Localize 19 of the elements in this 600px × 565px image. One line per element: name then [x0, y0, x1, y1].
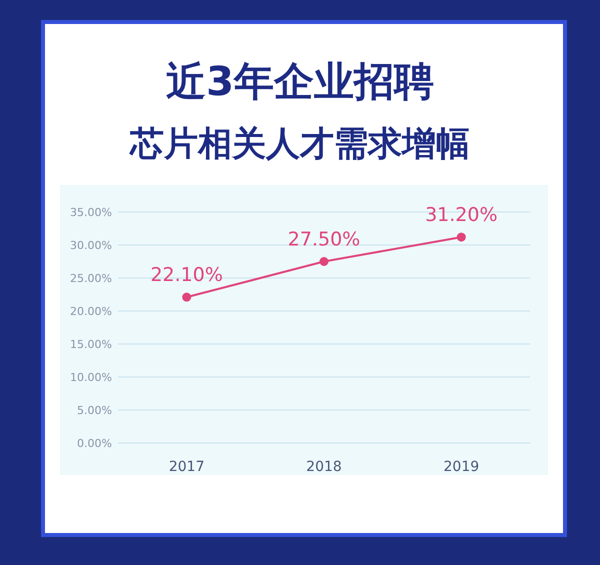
y-tick-label: 10.00% — [70, 371, 112, 384]
y-tick-label: 25.00% — [70, 272, 112, 285]
y-tick-label: 0.00% — [77, 437, 112, 450]
x-tick-label: 2018 — [306, 459, 342, 475]
data-label: 31.20% — [425, 204, 498, 226]
data-label: 27.50% — [288, 228, 360, 250]
data-label: 22.10% — [150, 264, 223, 286]
point — [456, 232, 466, 242]
y-tick-label: 30.00% — [70, 239, 112, 252]
chart-subtitle: 芯片相关人才需求增幅 — [129, 124, 470, 164]
y-tick-label: 35.00% — [70, 206, 112, 219]
x-tick-label: 2019 — [444, 459, 480, 475]
y-tick-label: 5.00% — [77, 404, 112, 417]
y-tick-label: 15.00% — [70, 338, 112, 351]
y-tick-label: 20.00% — [70, 305, 112, 318]
point — [182, 292, 192, 302]
chart-title: 近3年企业招聘 — [166, 59, 434, 105]
point — [320, 257, 328, 266]
x-tick-label: 2017 — [168, 459, 204, 475]
